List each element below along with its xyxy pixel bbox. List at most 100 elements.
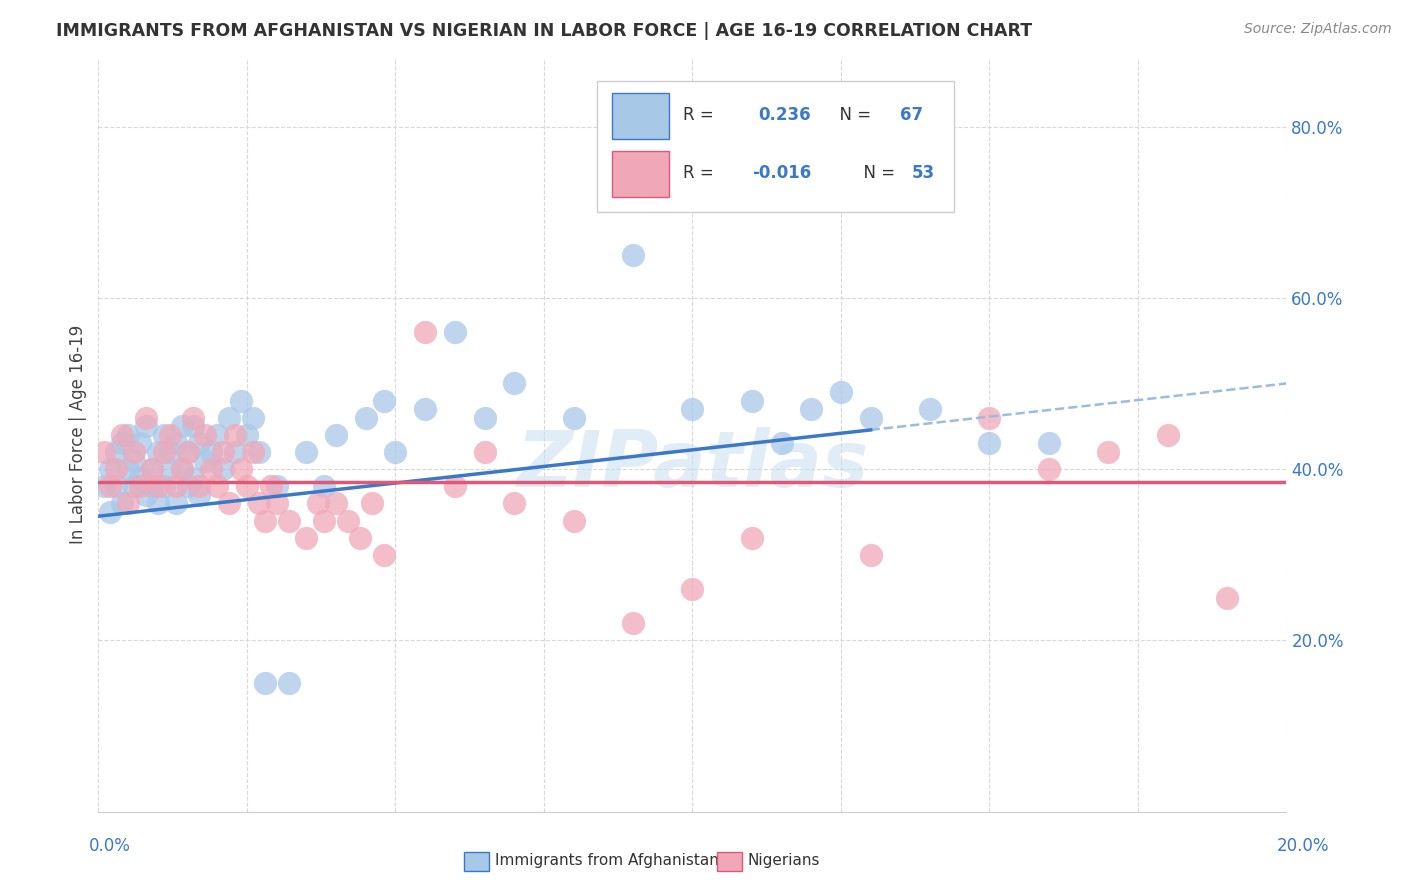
Point — [218, 410, 240, 425]
FancyBboxPatch shape — [612, 93, 669, 139]
Point — [159, 462, 181, 476]
Point — [165, 496, 187, 510]
Point — [212, 462, 235, 476]
Point — [503, 376, 526, 391]
Point — [307, 496, 329, 510]
Point — [229, 393, 252, 408]
Point — [1216, 591, 1239, 605]
Point — [105, 479, 128, 493]
Point — [170, 462, 193, 476]
Point — [117, 427, 139, 442]
Point — [122, 445, 145, 459]
Point — [800, 402, 823, 417]
Point — [176, 445, 198, 459]
Text: IMMIGRANTS FROM AFGHANISTAN VS NIGERIAN IN LABOR FORCE | AGE 16-19 CORRELATION C: IMMIGRANTS FROM AFGHANISTAN VS NIGERIAN … — [56, 22, 1032, 40]
Point — [242, 445, 264, 459]
Point — [236, 479, 259, 493]
Point — [979, 410, 1001, 425]
Point — [562, 514, 585, 528]
Point — [474, 410, 496, 425]
Point — [159, 427, 181, 442]
Point — [111, 436, 134, 450]
Point — [194, 453, 217, 467]
FancyBboxPatch shape — [598, 80, 953, 212]
Point — [413, 402, 436, 417]
Point — [770, 436, 793, 450]
Point — [176, 445, 198, 459]
Point — [741, 393, 763, 408]
Point — [183, 419, 205, 434]
Text: Immigrants from Afghanistan: Immigrants from Afghanistan — [495, 854, 718, 868]
Point — [373, 548, 395, 562]
Point — [117, 462, 139, 476]
Point — [384, 445, 406, 459]
Point — [260, 479, 283, 493]
Point — [146, 496, 169, 510]
Point — [242, 410, 264, 425]
Point — [129, 471, 152, 485]
Point — [98, 479, 121, 493]
Point — [183, 410, 205, 425]
Point — [122, 479, 145, 493]
Point — [165, 479, 187, 493]
Point — [224, 445, 246, 459]
Point — [212, 445, 235, 459]
Text: 0.236: 0.236 — [758, 105, 810, 123]
Point — [183, 471, 205, 485]
Point — [200, 445, 222, 459]
Point — [135, 419, 157, 434]
Point — [443, 479, 465, 493]
Point — [205, 427, 228, 442]
Point — [277, 514, 299, 528]
Point — [859, 548, 882, 562]
Point — [1097, 445, 1119, 459]
Point — [152, 479, 174, 493]
Point — [325, 427, 347, 442]
Y-axis label: In Labor Force | Age 16-19: In Labor Force | Age 16-19 — [69, 326, 87, 544]
Point — [122, 453, 145, 467]
Point — [1038, 462, 1060, 476]
Point — [152, 427, 174, 442]
Text: R =: R = — [683, 164, 718, 182]
Point — [205, 479, 228, 493]
Point — [165, 436, 187, 450]
Point — [266, 479, 288, 493]
Point — [146, 445, 169, 459]
Text: R =: R = — [683, 105, 724, 123]
Point — [98, 505, 121, 519]
Point — [336, 514, 359, 528]
Point — [105, 462, 128, 476]
Point — [979, 436, 1001, 450]
Point — [224, 427, 246, 442]
Point — [236, 427, 259, 442]
Point — [152, 445, 174, 459]
Point — [503, 496, 526, 510]
Point — [253, 514, 276, 528]
Point — [141, 462, 163, 476]
Point — [129, 436, 152, 450]
Point — [1156, 427, 1178, 442]
Point — [247, 445, 270, 459]
Point — [349, 531, 371, 545]
Point — [373, 393, 395, 408]
Point — [266, 496, 288, 510]
Point — [93, 445, 115, 459]
Point — [111, 427, 134, 442]
Text: ZIPatlas: ZIPatlas — [516, 427, 869, 503]
Point — [188, 436, 211, 450]
Point — [413, 325, 436, 339]
Point — [325, 496, 347, 510]
Text: 20.0%: 20.0% — [1277, 837, 1330, 855]
Point — [159, 445, 181, 459]
Point — [170, 462, 193, 476]
Point — [98, 462, 121, 476]
Point — [111, 496, 134, 510]
Point — [474, 445, 496, 459]
Point — [314, 514, 336, 528]
Point — [146, 479, 169, 493]
Point — [200, 462, 222, 476]
Point — [295, 531, 318, 545]
Point — [188, 488, 211, 502]
Text: 53: 53 — [912, 164, 935, 182]
Point — [135, 488, 157, 502]
